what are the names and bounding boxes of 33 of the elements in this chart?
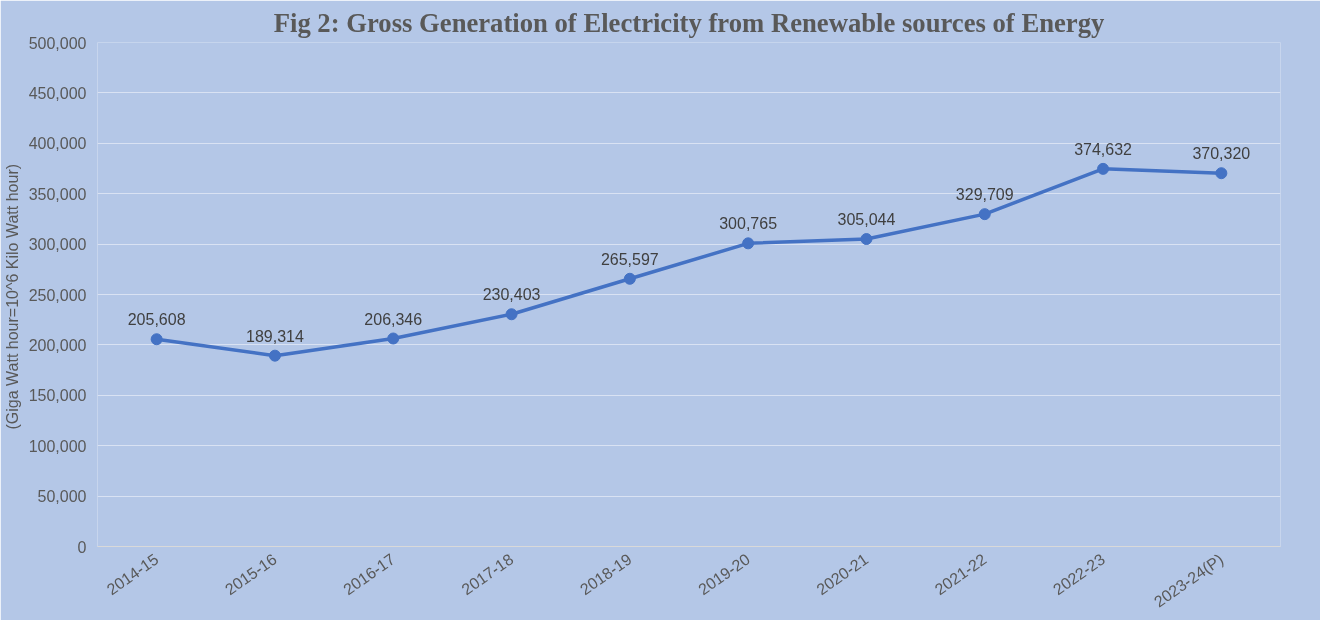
point bbox=[1215, 167, 1228, 180]
y-tick-label: 450,000 bbox=[28, 84, 87, 102]
chart-title: Fig 2: Gross Generation of Electricity from Renewable sources of Energy bbox=[273, 7, 1105, 38]
y-tick-label: 100,000 bbox=[28, 437, 87, 455]
point bbox=[505, 308, 518, 321]
point bbox=[978, 208, 991, 221]
y-tick-label: 350,000 bbox=[28, 185, 87, 203]
y-tick-label: 500,000 bbox=[28, 34, 87, 52]
data-label: 265,597 bbox=[600, 250, 659, 268]
data-label: 374,632 bbox=[1074, 140, 1133, 158]
data-label: 329,709 bbox=[955, 186, 1014, 204]
data-label: 305,044 bbox=[837, 211, 896, 229]
data-label: 206,346 bbox=[364, 310, 423, 328]
y-tick-label: 0 bbox=[77, 538, 87, 556]
y-tick-label: 150,000 bbox=[28, 387, 87, 405]
data-label: 370,320 bbox=[1192, 145, 1251, 163]
point bbox=[268, 349, 281, 362]
point bbox=[860, 233, 873, 245]
point bbox=[623, 272, 636, 285]
y-axis-title: (Giga Watt hour=10^6 Kilo Watt hour) bbox=[3, 163, 21, 430]
y-tick-label: 200,000 bbox=[28, 336, 87, 354]
data-label: 300,765 bbox=[719, 215, 778, 233]
data-label: 189,314 bbox=[246, 327, 304, 345]
y-tick-label: 250,000 bbox=[28, 286, 87, 304]
point bbox=[742, 237, 755, 250]
data-label: 205,608 bbox=[127, 311, 186, 329]
y-tick-label: 400,000 bbox=[28, 135, 87, 153]
data-label: 230,403 bbox=[482, 286, 541, 304]
y-tick-label: 300,000 bbox=[28, 236, 87, 254]
point bbox=[387, 332, 400, 345]
y-tick-label: 50,000 bbox=[37, 488, 87, 506]
point bbox=[1097, 162, 1110, 175]
point bbox=[150, 333, 163, 346]
